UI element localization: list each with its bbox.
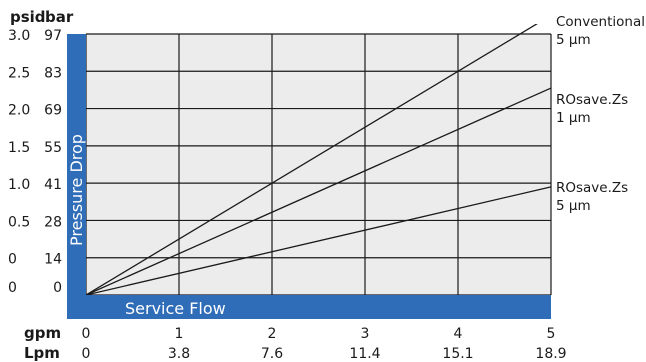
x-tick-lpm: 0 (82, 346, 91, 362)
y-tick-bar: 14 (44, 252, 62, 268)
y-tick-psid: 0.5 (8, 214, 30, 230)
y-tick-bar: 41 (44, 177, 62, 193)
y-tick-bar: 0 (53, 280, 62, 296)
x-tick-lpm: 7.6 (261, 346, 283, 362)
y-axis-title: Pressure Drop (67, 134, 86, 246)
x-tick-gpm: 0 (82, 326, 91, 342)
x-tick-gpm: 4 (454, 326, 463, 342)
y-tick-psid: 1.0 (8, 177, 30, 193)
series-label-3: 5 µm (556, 198, 591, 214)
x-axis-band (67, 295, 551, 319)
x-tick-lpm: 3.8 (168, 346, 190, 362)
series-lines (86, 24, 552, 295)
x-tick-gpm: 3 (361, 326, 370, 342)
y-tick-psid: 0 (8, 252, 17, 268)
x-tick-gpm: 1 (175, 326, 184, 342)
y-unit-bar: bar (45, 8, 74, 26)
series-label-2: 1 µm (556, 110, 591, 126)
series-line-3 (86, 186, 552, 295)
x-tick-lpm: 18.9 (535, 346, 566, 362)
plot-background (86, 34, 551, 295)
y-tick-psid: 2.5 (8, 65, 30, 81)
x-tick-gpm: 5 (547, 326, 556, 342)
series-label-2: ROsave.Zs (556, 92, 628, 108)
y-tick-bar: 97 (44, 28, 62, 44)
y-tick-bar: 69 (44, 103, 62, 119)
x-unit-gpm: gpm (24, 324, 61, 342)
series-labels: Conventional 5 µm ROsave.Zs 1 µm ROsave.Zs 5 … (556, 14, 645, 214)
y-tick-psid: 1.5 (8, 140, 30, 156)
series-line-2 (86, 87, 552, 295)
series-line-1 (86, 24, 538, 295)
y-ticks: 0 0 0.5 1.0 1.5 2.0 2.5 3.0 0 14 28 41 55 69 83 97 (8, 28, 62, 296)
y-tick-psid: 0 (8, 280, 17, 296)
series-label-1: 5 µm (556, 32, 591, 48)
series-label-3: ROsave.Zs (556, 180, 628, 196)
series-label-1: Conventional (556, 14, 645, 30)
x-tick-gpm: 2 (268, 326, 277, 342)
x-axis-title: Service Flow (125, 299, 226, 318)
x-ticks: 0 1 2 3 4 5 0 3.8 7.6 11.4 15.1 18.9 (82, 326, 567, 362)
y-tick-psid: 2.0 (8, 103, 30, 119)
x-unit-lpm: Lpm (24, 344, 60, 362)
y-tick-psid: 3.0 (8, 28, 30, 44)
y-unit-psid: psid (10, 8, 46, 26)
y-tick-bar: 83 (44, 65, 62, 81)
y-tick-bar: 55 (44, 140, 62, 156)
y-axis-band (67, 34, 86, 295)
x-tick-lpm: 11.4 (349, 346, 380, 362)
grid-lines (85, 33, 552, 296)
y-tick-bar: 28 (44, 214, 62, 230)
x-tick-lpm: 15.1 (442, 346, 473, 362)
